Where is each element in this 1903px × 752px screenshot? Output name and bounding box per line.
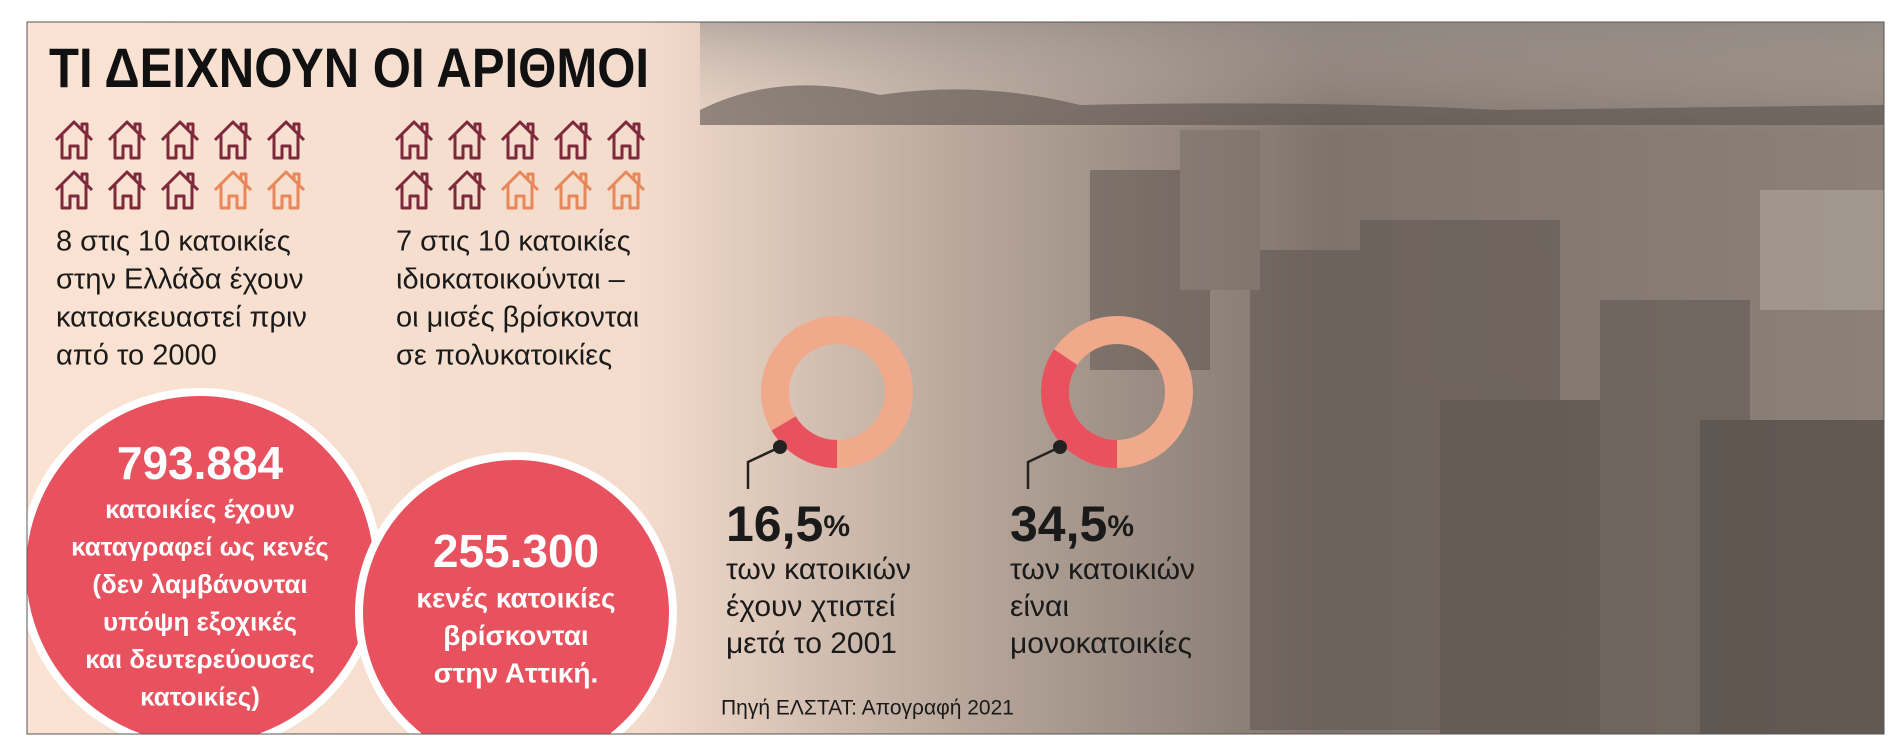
house-icon <box>160 170 200 210</box>
house-icon <box>107 170 147 210</box>
stat-text: κενές κατοικίες <box>416 582 615 613</box>
house-icon <box>500 120 540 160</box>
house-icon <box>54 170 94 210</box>
house-text: σε πολυκατοικίες <box>396 340 612 372</box>
house-text: 7 στις 10 κατοικίες <box>396 226 631 258</box>
house-icon <box>394 120 434 160</box>
donut-text: είναι <box>1010 590 1069 623</box>
donut-value: 34,5% <box>1010 496 1134 552</box>
house-icon <box>447 170 487 210</box>
stat-text: κατοικίες έχουν <box>105 494 295 524</box>
house-text: 8 στις 10 κατοικίες <box>56 226 291 258</box>
house-icon <box>266 120 306 160</box>
circles: 793.884 κατοικίες έχουν καταγραφεί ως κενέ… <box>27 388 677 734</box>
stat-text: κατοικίες) <box>140 681 260 711</box>
frame: 793.884 κατοικίες έχουν καταγραφεί ως κενέ… <box>27 22 1884 734</box>
house-icon <box>54 120 94 160</box>
stat-text: καταγραφεί ως κενές <box>71 531 329 561</box>
house-icon <box>160 120 200 160</box>
house-icon <box>606 170 646 210</box>
stat-text: (δεν λαμβάνονται <box>92 569 307 599</box>
donut-value-unit: % <box>823 510 850 543</box>
pointer <box>1026 445 1061 489</box>
pointer-dot <box>1053 440 1067 454</box>
pointer-dot <box>773 440 787 454</box>
hills <box>700 85 1884 125</box>
house-icon <box>553 170 593 210</box>
stat-text: υπόψη εξοχικές <box>103 606 297 636</box>
house-icon <box>213 170 253 210</box>
donut-text: έχουν χτιστεί <box>726 590 896 623</box>
house-icon <box>500 170 540 210</box>
stat-text: και δευτερεύουσες <box>85 644 314 674</box>
house-icon <box>606 120 646 160</box>
donut-text: μετά το 2001 <box>726 627 897 660</box>
title: ΤΙ ΔΕΙΧΝΟΥΝ ΟΙ ΑΡΙΘΜΟΙ <box>49 36 649 99</box>
house-icon <box>447 120 487 160</box>
donut-value: 16,5% <box>726 496 850 552</box>
house-icon <box>394 170 434 210</box>
donut-segment <box>1041 349 1118 468</box>
house-icon <box>213 120 253 160</box>
donut-text: των κατοικιών <box>726 553 911 586</box>
house-text: κατασκευαστεί πριν <box>56 302 307 334</box>
donut-value-number: 16,5 <box>726 496 823 552</box>
house-text: ιδιοκατοικούνται – <box>396 264 626 296</box>
house-text: από το 2000 <box>56 340 217 372</box>
stat-circle <box>355 452 677 734</box>
stat-number: 255.300 <box>433 525 599 577</box>
donut-text: μονοκατοικίες <box>1010 627 1192 660</box>
source: Πηγή ΕΛΣΤΑΤ: Απογραφή 2021 <box>721 697 1014 720</box>
house-text: στην Ελλάδα έχουν <box>56 264 304 296</box>
frame-border <box>26 21 1885 735</box>
stat-number: 793.884 <box>117 437 284 489</box>
house-text: οι μισές βρίσκονται <box>396 302 639 334</box>
donut-text: των κατοικιών <box>1010 553 1195 586</box>
stat-text: στην Αττική. <box>434 657 599 688</box>
donut-value-number: 34,5 <box>1010 496 1107 552</box>
house-icon <box>553 120 593 160</box>
pointer <box>746 445 781 489</box>
content: 8 στις 10 κατοικίες στην Ελλάδα έχουν κατα… <box>54 120 1195 720</box>
donut-value-unit: % <box>1107 510 1134 543</box>
stat-text: βρίσκονται <box>443 620 588 651</box>
house-icon <box>266 170 306 210</box>
house-icon <box>107 120 147 160</box>
buildings <box>1090 130 1884 734</box>
donut-segment <box>771 415 838 468</box>
